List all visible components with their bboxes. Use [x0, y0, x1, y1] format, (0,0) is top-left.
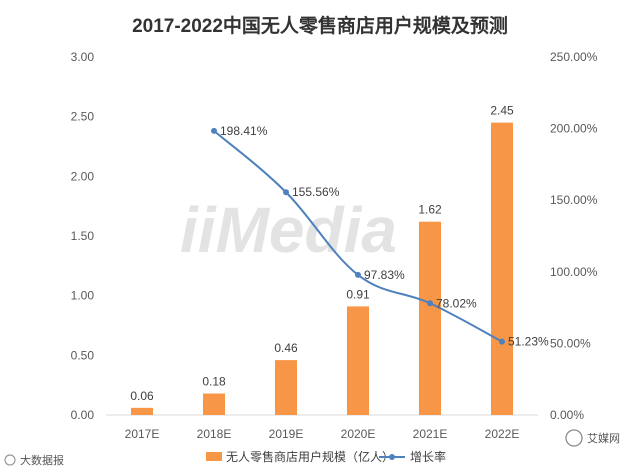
growth-point [283, 189, 289, 196]
bar-data-label: 0.91 [346, 287, 370, 301]
bar-data-labels: 0.06 0.18 0.46 0.91 1.62 2.45 [130, 104, 514, 403]
x-axis: 2017E 2018E 2019E 2020E 2021E 2022E [125, 427, 520, 441]
bar [419, 221, 441, 415]
x-tick-label: 2020E [341, 427, 376, 441]
bar [491, 122, 513, 415]
bar [347, 306, 369, 415]
credit-left: 大数据报 [4, 453, 64, 467]
x-tick-label: 2018E [197, 427, 232, 441]
growth-line-series [211, 127, 505, 345]
y-right-tick-label: 250.00% [550, 50, 598, 64]
y-right-tick-label: 150.00% [550, 193, 598, 207]
growth-data-label: 51.23% [508, 335, 549, 349]
growth-data-label: 155.56% [292, 185, 340, 199]
credit-left-icon [4, 454, 16, 466]
y-left-tick-label: 1.50 [71, 229, 95, 243]
growth-point [355, 271, 361, 278]
bar-data-label: 1.62 [418, 203, 442, 217]
y-right-axis: 0.00% 50.00% 100.00% 150.00% 200.00% 250.00% [550, 50, 598, 422]
x-tick-label: 2022E [485, 427, 520, 441]
legend-line-label: 增长率 [410, 449, 446, 464]
bar [203, 393, 225, 415]
y-left-tick-label: 2.50 [71, 110, 95, 124]
x-tick-label: 2021E [413, 427, 448, 441]
credit-left-text: 大数据报 [20, 453, 64, 467]
y-left-tick-label: 1.00 [71, 289, 95, 303]
x-tick-label: 2017E [125, 427, 160, 441]
growth-point [211, 127, 217, 134]
bar-data-label: 0.06 [130, 389, 154, 403]
line-data-labels: 198.41% 155.56% 97.83% 78.02% 51.23% [220, 124, 549, 349]
legend: 无人零售商店用户规模（亿人） 增长率 [206, 449, 446, 464]
growth-point [499, 338, 505, 345]
growth-data-label: 78.02% [436, 296, 477, 310]
y-left-tick-label: 0.50 [71, 348, 95, 362]
credit-right-text: 艾媒网 [587, 432, 620, 445]
y-left-tick-label: 2.00 [71, 169, 95, 183]
legend-line-marker [389, 454, 395, 460]
bar-series [131, 122, 513, 415]
y-left-tick-label: 3.00 [71, 50, 95, 64]
growth-point [427, 300, 433, 307]
legend-bar-label: 无人零售商店用户规模（亿人） [226, 449, 394, 464]
y-right-tick-label: 50.00% [550, 336, 591, 350]
y-right-tick-label: 100.00% [550, 265, 598, 279]
legend-bar-swatch [206, 452, 222, 461]
x-tick-label: 2019E [269, 427, 304, 441]
y-left-axis: 0.00 0.50 1.00 1.50 2.00 2.50 3.00 [71, 50, 95, 422]
bar [131, 407, 153, 415]
bar-data-label: 2.45 [490, 104, 514, 118]
growth-data-label: 198.41% [220, 124, 268, 138]
y-left-tick-label: 0.00 [71, 408, 95, 422]
growth-data-label: 97.83% [364, 268, 405, 282]
bar-data-label: 0.18 [202, 375, 226, 389]
credit-right: 艾媒网 [565, 429, 620, 447]
credit-right-icon [565, 429, 583, 447]
bar-data-label: 0.46 [274, 341, 298, 355]
bar [275, 360, 297, 415]
y-right-tick-label: 0.00% [550, 408, 584, 422]
chart-title: 2017-2022中国无人零售商店用户规模及预测 [132, 14, 508, 37]
y-right-tick-label: 200.00% [550, 122, 598, 136]
watermark: iiMedia [180, 194, 397, 266]
